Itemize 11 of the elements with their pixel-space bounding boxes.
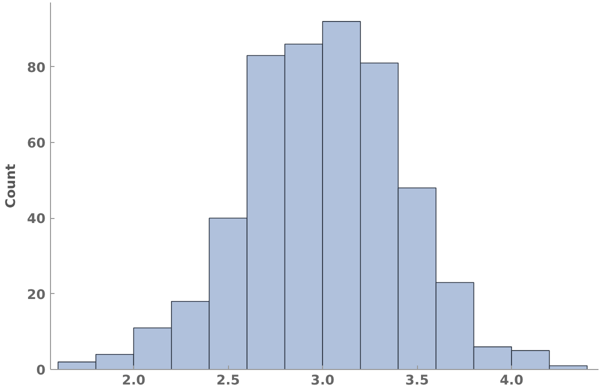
y-axis-title: Count	[4, 163, 19, 208]
x-tick-label: 4.0	[500, 374, 524, 387]
y-tick-label: 0	[36, 364, 46, 378]
x-tick-label: 3.0	[310, 374, 334, 387]
x-tick-label: 2.0	[122, 374, 146, 387]
y-tick-label: 60	[26, 136, 46, 152]
x-tick-label: 2.5	[216, 374, 240, 387]
x-tick-label: 3.5	[405, 374, 429, 387]
y-tick-label: 20	[26, 288, 46, 303]
y-tick-label: 40	[26, 212, 46, 228]
y-tick-label: 80	[26, 60, 46, 76]
